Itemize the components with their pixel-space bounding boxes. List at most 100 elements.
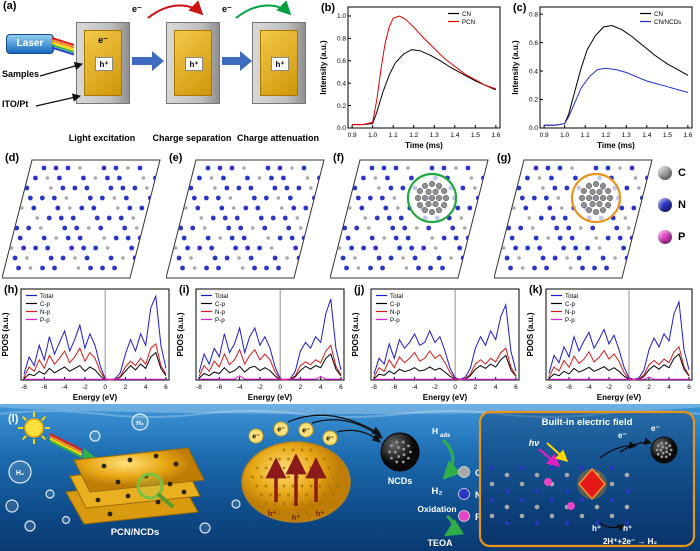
svg-text:1.6: 1.6 [491, 132, 500, 139]
svg-text:-8: -8 [546, 384, 552, 391]
svg-text:Energy (eV): Energy (eV) [423, 393, 468, 402]
electron-label: e⁻ [326, 436, 334, 443]
rainbow-arrow [49, 433, 96, 462]
svg-text:0.4: 0.4 [337, 80, 346, 87]
nitrogen-atom-icon [658, 198, 672, 212]
hole-label: h⁺ [268, 509, 277, 518]
svg-text:Energy (eV): Energy (eV) [248, 393, 293, 402]
svg-text:0.9: 0.9 [348, 132, 357, 139]
svg-text:PDOS (a.u.): PDOS (a.u.) [1, 312, 10, 356]
laser-beam-rainbow [51, 37, 75, 56]
hole-box: h⁺ [185, 57, 203, 71]
svg-text:1.1: 1.1 [389, 132, 398, 139]
panel-label-h: (h) [4, 284, 19, 296]
svg-text:1.3: 1.3 [622, 132, 631, 139]
svg-text:Energy (eV): Energy (eV) [73, 393, 118, 402]
electron-label: e⁻ [302, 428, 310, 435]
svg-text:CN: CN [654, 11, 663, 18]
carbon-label: C [678, 167, 686, 179]
nitrogen-atom-icon [458, 488, 470, 500]
legend-item-nitrogen: N [658, 198, 700, 212]
lattice-e [165, 159, 325, 279]
magnifier-icon [136, 472, 164, 500]
svg-text:1.0: 1.0 [560, 132, 569, 139]
svg-text:6: 6 [687, 384, 691, 391]
svg-text:0.8: 0.8 [529, 11, 538, 18]
chart-j: -8 -6 -4 -2 0 2 4 6 Energy (eV) PDOS (a.u.) TotalC… [351, 288, 520, 402]
svg-text:1.1: 1.1 [581, 132, 590, 139]
hole-box: h⁺ [271, 57, 289, 71]
flow-arrow-1 [132, 51, 164, 71]
svg-text:2: 2 [647, 384, 651, 391]
mechanism-scene: H₂ H₂ PCN/NCDs [0, 394, 700, 548]
built-in-field-arrows [265, 453, 327, 506]
hads-label: H [432, 426, 438, 436]
svg-text:4: 4 [667, 384, 671, 391]
carbon-label: C [475, 468, 482, 478]
svg-text:CN/NCDs: CN/NCDs [654, 19, 681, 26]
svg-text:Total: Total [215, 293, 228, 300]
svg-text:0: 0 [453, 384, 457, 391]
legend-item-phosphorus: P [658, 230, 700, 244]
caption-light-excitation: Light excitation [68, 133, 136, 143]
carbon-atom-icon [658, 166, 672, 180]
h2-bubble-label: H₂ [16, 470, 24, 477]
h2-evolution-arrow [441, 438, 462, 480]
atom-legend: C N P [658, 166, 700, 276]
electron-out-arrow [147, 0, 204, 19]
field-hotspot [578, 467, 606, 501]
svg-text:-6: -6 [391, 384, 397, 391]
svg-text:1.0: 1.0 [368, 132, 377, 139]
svg-text:1.3: 1.3 [430, 132, 439, 139]
svg-text:-4: -4 [412, 384, 418, 391]
structure-panel-d: (d) [1, 152, 164, 282]
svg-text:-6: -6 [41, 384, 47, 391]
svg-text:6: 6 [339, 384, 343, 391]
chart-panel-b: (b) 0.9 1.0 1.1 1.2 1.3 1.4 1.5 1.6 0.0 0.2 0.4 0.6… [318, 2, 506, 150]
electron-label: e⁻ [98, 35, 108, 45]
electron-label: e⁻ [277, 427, 285, 434]
svg-text:CN: CN [462, 11, 471, 18]
sun-icon [18, 412, 50, 444]
svg-text:-6: -6 [216, 384, 222, 391]
samples-pointer [39, 61, 84, 77]
reaction-label: 2H⁺+2e⁻ → H₂ [603, 537, 657, 546]
svg-text:2: 2 [299, 384, 303, 391]
svg-text:N-p: N-p [390, 309, 401, 316]
samples-label: Samples [2, 69, 40, 79]
panel-label-c: (c) [513, 2, 527, 14]
svg-text:P-p: P-p [390, 317, 400, 324]
pcn-ncds-label: PCN/NCDs [111, 527, 160, 538]
electron-transfer-arrows [287, 414, 383, 443]
svg-text:Time (ms): Time (ms) [405, 141, 443, 150]
device-light-excitation: e⁻ h⁺ [76, 22, 130, 104]
chart-c: 0.9 1.0 1.1 1.2 1.3 1.4 1.5 1.6 0.0 0.2 0.4 0.6 0.8 T… [511, 6, 693, 150]
phosphorus-dopant [567, 502, 575, 510]
caption-charge-attenuation: Charge attenuation [236, 133, 319, 143]
svg-text:1.5: 1.5 [663, 132, 672, 139]
carbon-atom-icon [458, 466, 470, 478]
chart-k: -8 -6 -4 -2 0 2 4 6 Energy (eV) PDOS (a.u.) TotalC… [526, 288, 693, 402]
svg-text:0: 0 [627, 384, 631, 391]
ncds-ball [380, 432, 420, 472]
structure-panel-e: (e) [165, 152, 328, 282]
panel-label-g: (g) [497, 152, 512, 164]
svg-text:1.5: 1.5 [471, 132, 480, 139]
electron-label: e⁻ [222, 4, 232, 14]
svg-text:Total: Total [565, 293, 578, 300]
svg-text:0.8: 0.8 [337, 36, 346, 43]
chart-panel-c: (c) 0.9 1.0 1.1 1.2 1.3 1.4 1.5 1.6 0.0 0.2 0.4 0.6… [510, 2, 698, 150]
svg-text:P-p: P-p [215, 317, 225, 324]
ncds-ball-small [650, 436, 678, 464]
lattice-g [493, 159, 653, 279]
phosphorus-label: P [678, 231, 686, 243]
svg-text:P-p: P-p [565, 317, 575, 324]
magnifier-handle [157, 493, 174, 508]
svg-text:Total: Total [40, 293, 53, 300]
hole-label: h⁺ [99, 59, 109, 69]
ncds-ball-small-mesh [655, 441, 673, 459]
svg-text:-6: -6 [566, 384, 572, 391]
h2-bubble-label: H₂ [136, 420, 144, 427]
svg-text:-2: -2 [257, 384, 263, 391]
